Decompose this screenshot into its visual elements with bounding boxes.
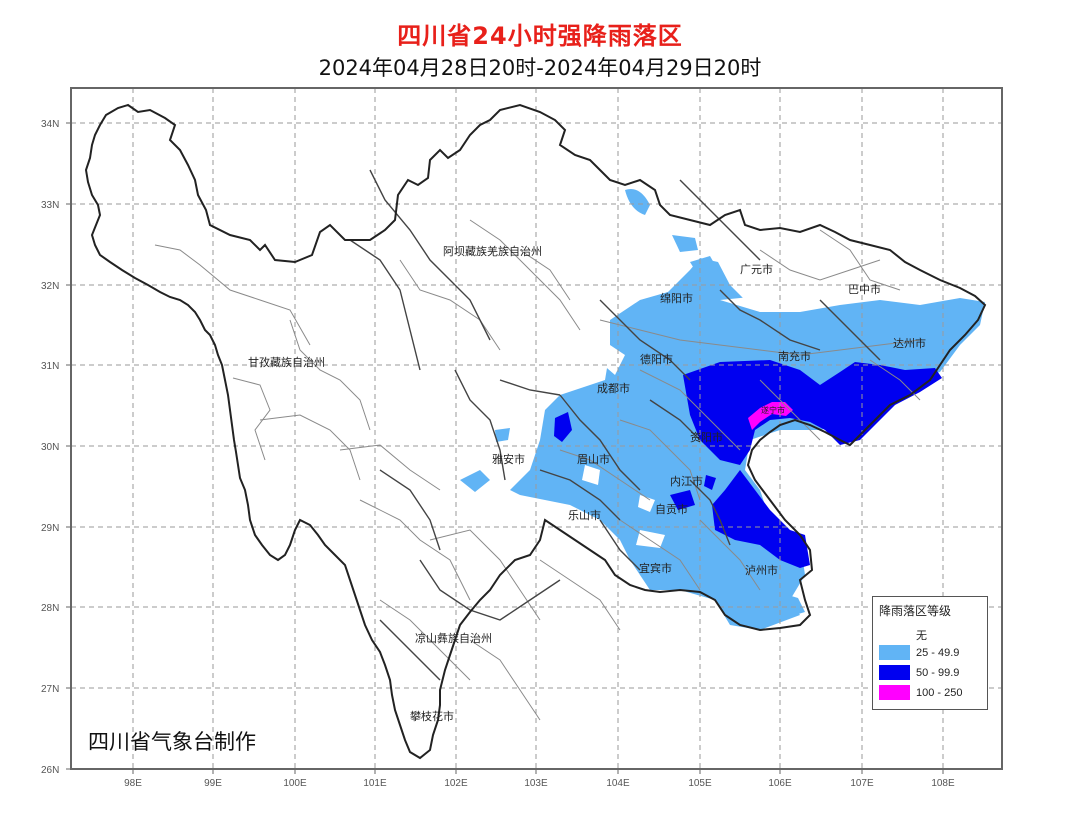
svg-text:29N: 29N — [41, 523, 59, 534]
map-time-range: 2024年04月28日20时-2024年04月29日20时 — [318, 56, 762, 80]
svg-text:106E: 106E — [768, 778, 792, 789]
label-luzhou: 泸州市 — [745, 563, 778, 577]
map-title: 四川省24小时强降雨落区 — [397, 22, 683, 50]
svg-text:27N: 27N — [41, 684, 59, 695]
no-rain-holes — [582, 292, 860, 548]
svg-text:107E: 107E — [850, 778, 874, 789]
rainfall-legend: 降雨落区等级 无 25 - 49.9 50 - 99.9 100 - 250 — [872, 596, 988, 710]
legend-title: 降雨落区等级 — [879, 604, 952, 618]
label-guangyuan: 广元市 — [740, 262, 773, 276]
county-borders — [154, 219, 921, 721]
latitude-labels: 34N 33N 32N 31N 30N 29N 28N 27N 26N — [41, 119, 59, 776]
svg-text:101E: 101E — [363, 778, 387, 789]
svg-text:100E: 100E — [283, 778, 307, 789]
tick-marks — [66, 122, 944, 774]
label-yibin: 宜宾市 — [639, 561, 672, 575]
place-labels: 阿坝藏族羌族自治州 甘孜藏族自治州 凉山彝族自治州 攀枝花市 广元市 巴中市 绵… — [248, 244, 926, 723]
svg-text:33N: 33N — [41, 200, 59, 211]
svg-text:104E: 104E — [606, 778, 630, 789]
label-meishan: 眉山市 — [577, 452, 610, 466]
svg-text:105E: 105E — [688, 778, 712, 789]
label-panzhihua: 攀枝花市 — [410, 709, 454, 723]
svg-text:108E: 108E — [931, 778, 955, 789]
label-aba: 阿坝藏族羌族自治州 — [443, 244, 542, 258]
legend-swatch-magenta — [879, 685, 910, 700]
legend-swatch-none — [879, 627, 910, 642]
label-ziyang: 资阳市 — [690, 430, 723, 444]
svg-text:26N: 26N — [41, 765, 59, 776]
label-nanchong: 南充市 — [778, 349, 811, 363]
svg-text:34N: 34N — [41, 119, 59, 130]
producer-credit: 四川省气象台制作 — [88, 730, 256, 754]
svg-text:31N: 31N — [41, 361, 59, 372]
svg-text:28N: 28N — [41, 603, 59, 614]
legend-item-none: 无 — [879, 627, 927, 642]
label-neijiang: 内江市 — [670, 474, 703, 488]
label-zigong: 自贡市 — [655, 502, 688, 516]
svg-text:32N: 32N — [41, 281, 59, 292]
label-leshan: 乐山市 — [568, 508, 601, 522]
label-liangshan: 凉山彝族自治州 — [415, 631, 492, 645]
label-dazhou: 达州市 — [893, 336, 926, 350]
rain-zone-100-250 — [748, 402, 793, 430]
label-yaan: 雅安市 — [492, 452, 525, 466]
prefecture-borders — [349, 169, 881, 681]
longitude-labels: 98E 99E 100E 101E 102E 103E 104E 105E 10… — [124, 778, 955, 789]
label-deyang: 德阳市 — [640, 352, 673, 366]
svg-text:99E: 99E — [204, 778, 222, 789]
legend-item-50-99: 50 - 99.9 — [879, 665, 959, 680]
label-suining: 遂宁市 — [761, 405, 785, 415]
svg-text:102E: 102E — [444, 778, 468, 789]
legend-swatch-light-blue — [879, 645, 910, 660]
svg-text:30N: 30N — [41, 442, 59, 453]
label-chengdu: 成都市 — [597, 381, 630, 395]
legend-swatch-blue — [879, 665, 910, 680]
label-mianyang: 绵阳市 — [660, 291, 693, 305]
label-bazhong: 巴中市 — [848, 282, 881, 296]
legend-item-25-49: 25 - 49.9 — [879, 645, 959, 660]
label-ganzi: 甘孜藏族自治州 — [248, 355, 325, 369]
legend-item-100-250: 100 - 250 — [879, 685, 962, 700]
graticule — [71, 88, 1002, 769]
province-boundary — [84, 103, 987, 760]
svg-text:103E: 103E — [524, 778, 548, 789]
svg-text:98E: 98E — [124, 778, 142, 789]
rain-zone-50-99 — [554, 360, 942, 568]
